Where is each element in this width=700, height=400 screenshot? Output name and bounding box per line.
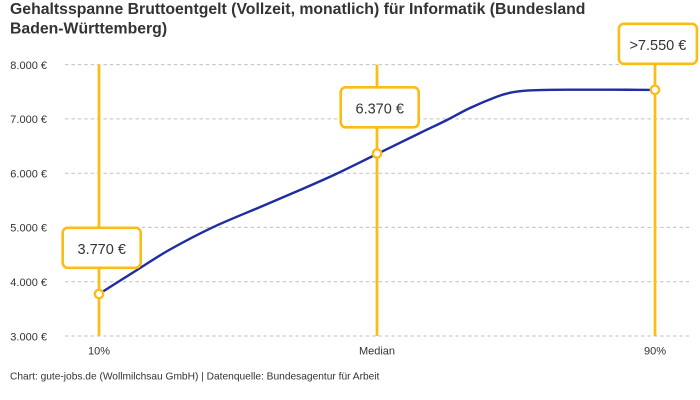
svg-text:Gehaltsspanne Bruttoentgelt (V: Gehaltsspanne Bruttoentgelt (Vollzeit, m…: [10, 1, 585, 18]
svg-text:8.000 €: 8.000 €: [10, 60, 47, 72]
svg-text:3.770 €: 3.770 €: [78, 242, 126, 258]
svg-text:3.000 €: 3.000 €: [10, 331, 47, 343]
svg-text:Chart: gute-jobs.de (Wollmilch: Chart: gute-jobs.de (Wollmilchsau GmbH) …: [10, 371, 380, 382]
svg-text:5.000 €: 5.000 €: [10, 223, 47, 235]
svg-text:Median: Median: [359, 346, 395, 358]
svg-text:6.000 €: 6.000 €: [10, 169, 47, 181]
svg-text:6.370 €: 6.370 €: [356, 101, 404, 117]
svg-text:10%: 10%: [88, 346, 110, 358]
svg-text:4.000 €: 4.000 €: [10, 277, 47, 289]
svg-text:7.000 €: 7.000 €: [10, 114, 47, 126]
svg-text:Baden-Württemberg): Baden-Württemberg): [10, 21, 167, 38]
svg-text:>7.550 €: >7.550 €: [629, 38, 686, 54]
svg-text:90%: 90%: [644, 346, 666, 358]
